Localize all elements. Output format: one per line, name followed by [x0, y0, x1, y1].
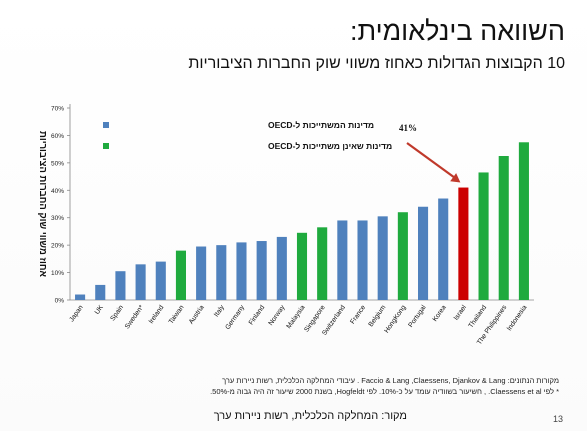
- x-tick-label: France: [349, 304, 367, 326]
- bar-indonesia: [518, 142, 529, 300]
- bar-germany: [236, 242, 247, 300]
- bar-belgium: [377, 216, 388, 300]
- x-tick-label: Taiwan: [168, 304, 186, 326]
- bar-uk: [95, 284, 106, 300]
- y-tick-label: 0%: [55, 298, 65, 305]
- x-tick-label: Finland: [248, 304, 267, 326]
- y-tick-label: 10%: [51, 270, 64, 277]
- legend-label: מדינות המשתייכות ל-OECD: [268, 120, 374, 130]
- x-tick-label: Indonesia: [506, 304, 529, 332]
- x-tick-label: Ireland: [148, 304, 166, 325]
- annotation-arrow: [406, 142, 456, 179]
- bar-thailand: [478, 172, 489, 300]
- x-tick-label: Italy: [213, 304, 226, 319]
- x-tick-label: Germany: [224, 304, 246, 331]
- y-axis-title: אחוז משווי שוק החברות הציבוריות: [37, 131, 48, 277]
- x-tick-label: UK: [94, 304, 105, 316]
- bar-taiwan: [175, 250, 186, 300]
- x-tick-label: Portugal: [407, 304, 428, 329]
- x-tick-label: Korea: [432, 304, 448, 323]
- annotation-label: 41%: [399, 123, 417, 133]
- footnote-sources: מקורות הנתונים: Faccio & Lang ,Claessens…: [222, 376, 559, 385]
- footnote-sweden: * לפי Claessens et al. , חשיעור בשוודיה …: [210, 387, 559, 396]
- bar-israel: [458, 187, 469, 300]
- bar-hongkong: [397, 212, 408, 300]
- y-tick-label: 60%: [51, 133, 64, 140]
- x-tick-label: Norway: [268, 304, 287, 327]
- bar-japan: [75, 294, 86, 300]
- legend-swatch: [103, 143, 109, 149]
- x-tick-label: Malaysia: [286, 304, 307, 330]
- slide-title: השוואה בינלאומית:: [350, 16, 565, 46]
- bar-france: [357, 220, 368, 300]
- y-tick-label: 70%: [51, 106, 64, 113]
- bar-the-philippines: [498, 156, 509, 300]
- bar-portugal: [418, 206, 429, 300]
- legend-swatch: [103, 122, 109, 128]
- bar-finland: [256, 241, 267, 300]
- x-tick-label: Spain: [109, 304, 125, 322]
- x-tick-label: Belgium: [368, 304, 388, 328]
- bar-spain: [115, 271, 126, 300]
- x-tick-label: Israel: [453, 304, 469, 322]
- legend-label: מדינות שאינן משתייכות ל-OECD: [268, 141, 392, 151]
- x-tick-label: Austria: [188, 304, 206, 326]
- bar-singapore: [317, 227, 328, 300]
- y-tick-label: 40%: [51, 188, 64, 195]
- bar-korea: [438, 198, 449, 300]
- slide-subtitle: 10 הקבוצות הגדולות כאחוז משווי שוק החברו…: [188, 55, 565, 72]
- bar-switzerland: [337, 220, 348, 300]
- x-tick-label: Japan: [68, 304, 84, 323]
- page-number: 13: [552, 414, 563, 424]
- y-tick-label: 50%: [51, 160, 64, 167]
- annotation-arrowhead: [450, 173, 461, 183]
- x-tick-label: Thailand: [468, 304, 489, 330]
- bar-sweden: [135, 264, 146, 300]
- bar-austria: [196, 246, 207, 300]
- bar-malaysia: [296, 232, 308, 300]
- bar-ireland: [155, 261, 166, 300]
- bar-norway: [276, 236, 287, 300]
- bar-italy: [216, 245, 227, 300]
- y-tick-label: 30%: [51, 215, 64, 222]
- x-tick-label: Sweden*: [124, 304, 146, 331]
- y-tick-label: 20%: [51, 243, 64, 250]
- source-caption: מקור: המחלקה הכלכלית, רשות ניירות ערך: [213, 410, 407, 422]
